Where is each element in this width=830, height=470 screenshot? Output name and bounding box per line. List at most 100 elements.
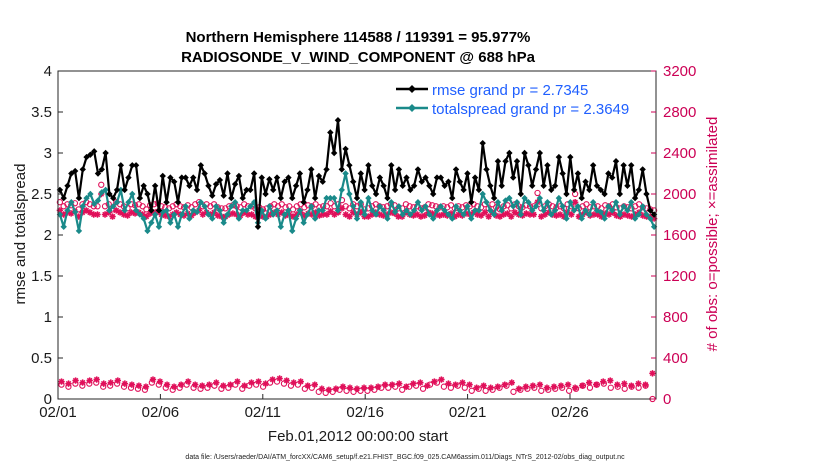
obs-low-assimilated-point — [649, 370, 656, 377]
obs-low-possible-point — [440, 383, 448, 390]
rmse-point — [475, 186, 483, 194]
obs-assimilated-point — [485, 213, 492, 220]
totalspread-point — [300, 219, 307, 226]
rmse-point — [258, 174, 265, 181]
obs-low-assimilated-point — [374, 383, 382, 390]
legend-label-rmse: rmse grand pr = 2.7345 — [432, 82, 588, 99]
rmse-point — [410, 182, 418, 189]
rmse-point — [205, 182, 212, 189]
obs-low-assimilated-point — [536, 381, 544, 388]
totalspread-point — [441, 207, 448, 214]
obs-assimilated-point — [560, 213, 568, 220]
totalspread-point — [216, 207, 224, 214]
totalspread-point — [178, 211, 185, 218]
obs-low-assimilated-point — [227, 381, 234, 388]
obs-possible-point — [549, 203, 556, 210]
obs-possible-point — [98, 181, 105, 188]
rmse-point — [102, 149, 109, 157]
obs-assimilated-point — [346, 213, 353, 220]
totalspread-point — [403, 207, 410, 214]
obs-low-assimilated-point — [543, 384, 551, 391]
rmse-point — [483, 166, 490, 173]
obs-assimilated-point — [368, 211, 376, 218]
obs-low-assimilated-point — [311, 381, 318, 388]
totalspread-point — [597, 208, 604, 216]
totalspread-point — [487, 207, 494, 214]
obs-low-assimilated-point — [184, 378, 192, 385]
obs-assimilated-point — [248, 211, 255, 218]
obs-assimilated-point — [173, 209, 180, 216]
rmse-point — [395, 166, 403, 173]
y-left-tick-label: 0 — [44, 391, 52, 408]
obs-low-possible-point — [461, 384, 468, 391]
obs-low-assimilated-point — [501, 381, 508, 388]
obs-low-assimilated-point — [410, 380, 417, 387]
rmse-point — [487, 182, 494, 189]
rmse-point — [517, 190, 524, 198]
totalspread-point — [544, 199, 551, 206]
rmse-point — [132, 162, 140, 169]
totalspread-point — [464, 203, 471, 210]
totalspread-point — [452, 203, 460, 210]
rmse-point — [559, 170, 566, 177]
totalspread-point — [525, 199, 532, 206]
chart-title-line1: Northern Hemisphere 114588 / 119391 = 95… — [186, 29, 531, 46]
totalspread-point — [551, 207, 559, 214]
totalspread-point — [624, 207, 631, 214]
y-left-tick-label: 1.5 — [31, 268, 52, 285]
rmse-point — [224, 170, 231, 177]
rmse-point — [422, 174, 429, 181]
rmse-point — [254, 223, 262, 230]
legend-marker-rmse — [408, 85, 416, 93]
rmse-point — [330, 149, 338, 157]
legend-marker-spread — [408, 104, 416, 112]
obs-assimilated-point — [116, 209, 124, 216]
rmse-point — [190, 174, 197, 181]
obs-assimilated-point — [67, 210, 75, 217]
obs-possible-point — [406, 203, 413, 210]
y-right-tick-label: 0 — [663, 391, 671, 408]
totalspread-point — [433, 207, 441, 214]
obs-low-assimilated-point — [297, 378, 304, 385]
rmse-point — [334, 117, 342, 124]
obs-low-assimilated-point — [635, 380, 642, 387]
obs-low-assimilated-point — [628, 382, 635, 389]
totalspread-point — [140, 215, 147, 222]
totalspread-point — [292, 215, 300, 222]
totalspread-point — [308, 203, 315, 210]
obs-low-assimilated-point — [515, 385, 523, 392]
totalspread-point — [182, 203, 189, 210]
obs-possible-point — [143, 206, 150, 213]
rmse-point — [414, 166, 422, 173]
totalspread-point — [540, 207, 547, 214]
rmse-point — [178, 174, 185, 181]
totalspread-point — [151, 211, 159, 218]
totalspread-point — [144, 227, 151, 235]
obs-low-assimilated-point — [213, 379, 220, 386]
rmse-point — [148, 207, 155, 214]
totalspread-point — [586, 211, 593, 218]
totalspread-point — [426, 211, 433, 218]
x-tick-label: 02/16 — [346, 404, 384, 421]
totalspread-point — [578, 215, 585, 222]
obs-assimilated-point — [496, 213, 504, 220]
obs-assimilated-point — [639, 212, 647, 219]
obs-assimilated-point — [75, 213, 82, 220]
totalspread-point — [334, 207, 342, 214]
rmse-point — [201, 170, 208, 177]
obs-low-assimilated-point — [403, 383, 410, 390]
rmse-point — [231, 180, 239, 188]
obs-assimilated-point — [86, 209, 94, 216]
rmse-point — [197, 162, 205, 169]
totalspread-point — [589, 199, 597, 206]
obs-low-assimilated-point — [142, 383, 150, 390]
rmse-point — [616, 190, 624, 198]
chart-title-line2: RADIOSONDE_V_WIND_COMPONENT @ 688 hPa — [181, 49, 536, 66]
totalspread-point — [361, 211, 368, 218]
obs-low-assimilated-point — [206, 381, 213, 388]
obs-low-assimilated-point — [360, 384, 368, 391]
y-left-tick-label: 3.5 — [31, 104, 52, 121]
rmse-point — [212, 180, 220, 188]
y-left-tick-label: 0.5 — [31, 350, 52, 367]
rmse-point — [300, 199, 307, 206]
